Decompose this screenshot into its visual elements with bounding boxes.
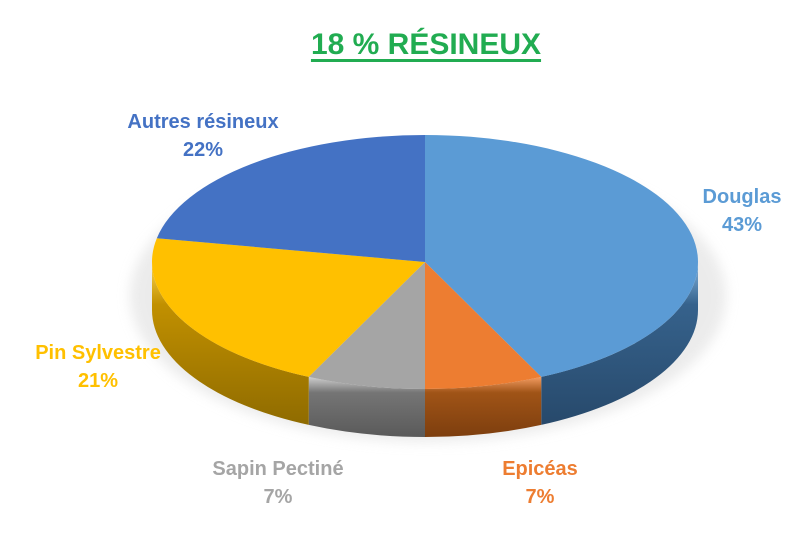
pie-slice-Autres résineux <box>156 135 426 262</box>
slice-label-douglas: Douglas 43% <box>703 183 782 239</box>
pie-slice-side-Epicéas <box>425 376 542 437</box>
slice-label-pin-sylvestre: Pin Sylvestre 21% <box>35 339 161 395</box>
slice-label-autres-resineux: Autres résineux 22% <box>127 108 278 164</box>
chart-title: 18 % RÉSINEUX <box>310 28 542 61</box>
slice-percent: 7% <box>525 486 555 508</box>
slice-percent: 22% <box>182 139 224 161</box>
slice-percent: 7% <box>263 486 293 508</box>
slice-name: Sapin Pectiné <box>212 458 344 480</box>
pie-slice-side-Pin Sylvestre <box>152 262 309 425</box>
slice-name: Pin Sylvestre <box>35 342 161 364</box>
slice-percent: 43% <box>721 214 763 236</box>
slice-name: Autres résineux <box>127 111 279 133</box>
slice-label-sapin: Sapin Pectiné 7% <box>212 455 343 511</box>
pie-slice-Douglas <box>425 135 698 377</box>
pie-slice-Pin Sylvestre <box>152 238 426 377</box>
pie-slice-side-Sapin Pectiné <box>308 376 425 437</box>
slice-name: Douglas <box>702 186 782 208</box>
pie-slice-Sapin Pectiné <box>308 262 425 389</box>
slice-name: Epicéas <box>502 458 578 480</box>
pie-slice-Epicéas <box>425 262 542 389</box>
slice-percent: 21% <box>77 370 119 392</box>
pie-slice-side-Douglas <box>541 262 698 425</box>
slice-label-epiceas: Epicéas 7% <box>502 455 578 511</box>
